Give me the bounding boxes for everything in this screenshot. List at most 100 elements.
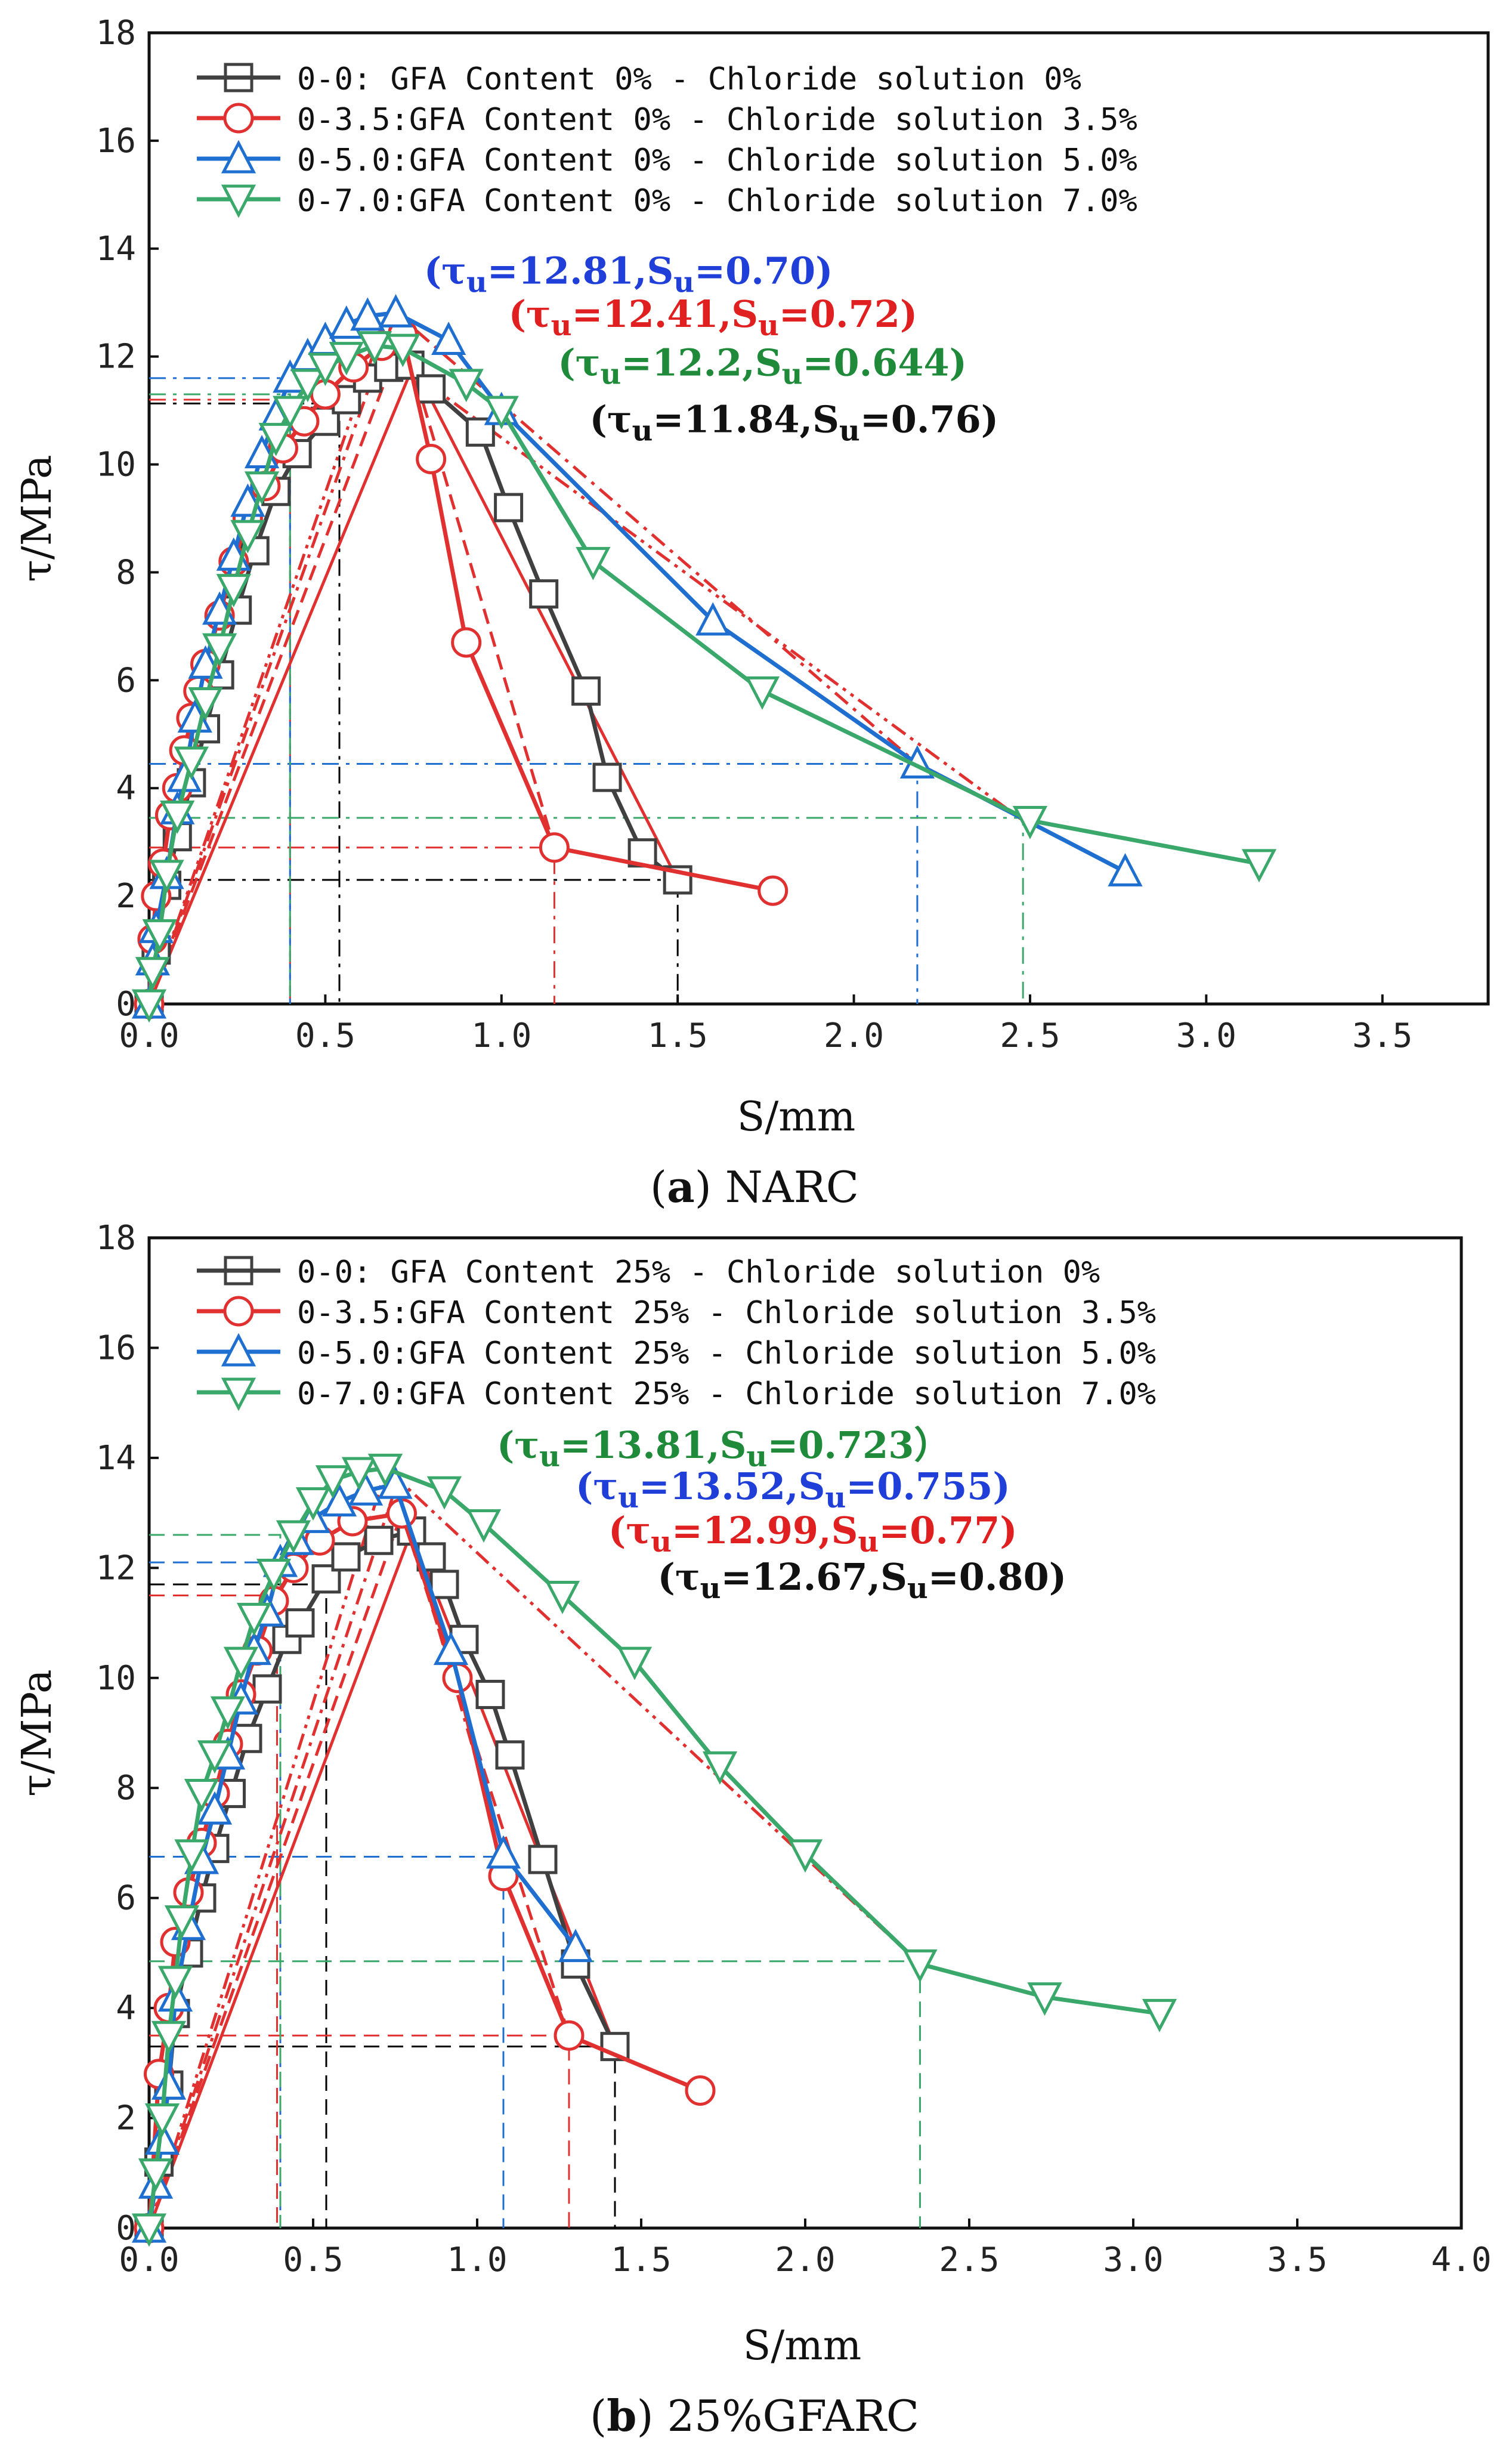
peak-annotation: (τu=11.84,Su=0.76) [589,397,998,447]
annotation-part: u [758,309,779,342]
y-tick-label: 8 [116,1769,136,1808]
annotation-part: (τ [608,1509,651,1552]
data-point [144,2121,180,2155]
data-point [230,520,265,554]
data-point [1027,1982,1062,2016]
x-tick-label: 0.0 [119,1017,179,1055]
guide-line [149,393,291,1004]
data-point [151,2020,187,2054]
y-tick-label: 16 [96,1328,136,1367]
annotation-part: (τ [576,1465,618,1508]
annotation-part: u [651,1525,672,1559]
y-axis-label-b: τ/MPa [14,1669,61,1796]
x-tick-label: 1.0 [471,1017,531,1055]
data-point [571,676,601,706]
data-point [495,1740,525,1770]
data-point [321,1483,357,1517]
legend-label: 0-0: GFA Content 25% - Chloride solution… [297,1255,1100,1290]
data-point [131,989,167,1023]
data-point [1142,1998,1177,2032]
fit-curve [147,343,1024,1005]
legend-label: 0-3.5:GFA Content 0% - Chloride solution… [297,102,1137,138]
data-point [202,633,237,667]
y-tick-label: 2 [116,2099,136,2138]
annotation-part: =0.755) [846,1465,1010,1508]
data-point [348,1472,384,1506]
data-point [197,1791,233,1825]
x-tick-label: 3.5 [1352,1017,1412,1055]
peak-annotation: (τu=13.52,Su=0.755) [576,1465,1010,1515]
legend-label: 0-3.5:GFA Content 25% - Chloride solutio… [297,1295,1156,1331]
annotation-part: u [782,357,803,391]
data-point [378,293,413,327]
data-point [276,1520,311,1554]
y-tick-label: 8 [116,553,136,592]
peak-annotation: (τu=12.41,Su=0.72) [509,292,918,342]
data-point [600,2032,630,2062]
data-point [290,369,325,403]
x-tick-label: 0.5 [283,2241,343,2279]
legend-key-marker [221,1377,256,1411]
y-tick-label: 4 [116,1989,136,2028]
y-tick-label: 4 [116,769,136,808]
data-point [244,471,280,505]
x-axis-label-b: S/mm [743,2322,861,2369]
data-point [331,1542,361,1572]
data-point [210,1696,246,1730]
annotation-part: =13.81,S [560,1423,746,1467]
data-point [554,2020,585,2051]
annotation-part: =13.52,S [639,1465,825,1508]
data-point [433,1632,469,1666]
annotation-part: u [907,1572,928,1605]
data-point [285,1608,315,1638]
y-tick-label: 10 [96,1659,136,1698]
y-tick-label: 6 [116,1879,136,1918]
data-point [188,687,223,721]
annotation-part: u [551,309,572,342]
x-tick-label: 1.5 [648,1017,708,1055]
legend-label: 0-5.0:GFA Content 25% - Chloride solutio… [297,1336,1156,1371]
data-point [416,444,447,475]
y-tick-label: 14 [96,1439,136,1478]
plot-area-b [147,1236,1463,2230]
data-point [236,1602,272,1636]
data-point [329,342,364,376]
annotation-part: =12.41,S [572,292,758,336]
annotation-part: u [839,414,860,447]
data-point [184,1778,219,1812]
annotation-part: u [858,1525,879,1559]
annotation-part: =0.80) [928,1555,1066,1599]
guide-line [149,402,341,1004]
plot-area-a [147,31,1490,1006]
y-tick-label: 18 [96,1219,136,1258]
x-axis-label-a: S/mm [737,1093,855,1141]
data-point [149,860,184,894]
data-point [273,396,308,430]
legend-key-marker [223,1296,254,1327]
data-point [174,746,209,780]
data-point [475,1679,505,1709]
data-point [451,627,482,658]
data-point [558,1929,593,1963]
data-point [151,2066,187,2100]
annotation-part: (τ [589,397,632,441]
annotation-part: =0.70) [694,249,833,293]
data-point [528,1844,558,1874]
data-point [617,1646,653,1680]
annotation-part: =12.67,S [721,1555,907,1599]
x-tick-label: 3.0 [1176,1017,1236,1055]
annotation-part: =0.72) [779,292,917,336]
data-point [702,1751,738,1785]
x-tick-label: 2.5 [1000,1017,1060,1055]
data-point [138,2158,174,2192]
data-point [484,396,519,430]
data-point [902,1949,938,1983]
data-point [744,676,780,710]
guide-line [149,1856,505,2228]
x-tick-label: 1.5 [611,2241,671,2279]
legend-label: 0-5.0:GFA Content 0% - Chloride solution… [297,143,1137,178]
data-point [576,546,611,580]
annotation-part: u [466,266,487,299]
